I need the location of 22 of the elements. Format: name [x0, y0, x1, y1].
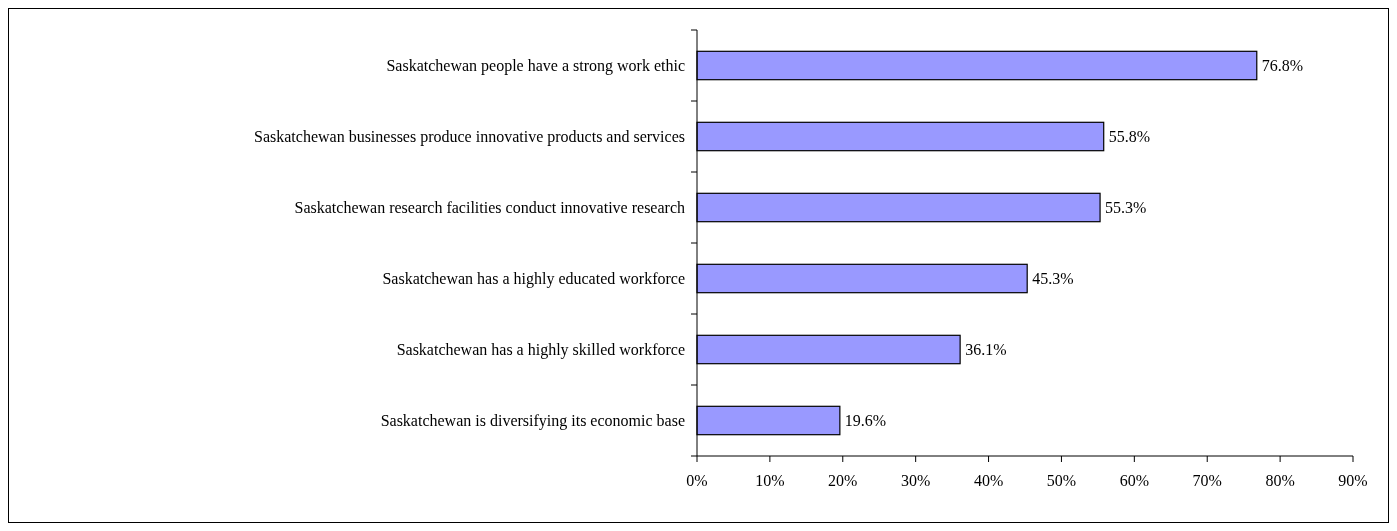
data-label: 55.3%	[1105, 199, 1147, 217]
data-label: 19.6%	[844, 412, 887, 430]
y-tick-label: Saskatchewan is diversifying its economic base	[380, 412, 685, 431]
x-tick-label: 30%	[901, 472, 931, 489]
x-tick-label: 90%	[1338, 472, 1368, 489]
x-tick-label: 50%	[1046, 472, 1077, 489]
y-tick-label: Saskatchewan research facilities conduct innovative research	[294, 199, 685, 217]
x-tick-label: 20%	[828, 472, 858, 489]
x-tick-label: 10%	[755, 472, 785, 489]
data-label: 76.8%	[1261, 57, 1304, 75]
data-label: 36.1%	[965, 341, 1007, 359]
x-tick-label: 60%	[1119, 472, 1149, 489]
x-tick-label: 70%	[1192, 472, 1222, 489]
data-label: 55.8%	[1108, 128, 1151, 146]
x-tick-label: 40%	[973, 472, 1004, 489]
y-tick-label: Saskatchewan has a highly skilled workforce	[396, 341, 685, 360]
y-tick-label: Saskatchewan people have a strong work ethic	[386, 57, 685, 76]
x-tick-label: 0%	[686, 472, 708, 489]
x-tick-label: 80%	[1265, 472, 1295, 489]
data-label: 45.3%	[1032, 270, 1074, 288]
y-tick-label: Saskatchewan has a highly educated workforce	[382, 270, 685, 289]
y-tick-label: Saskatchewan businesses produce innovative products and services	[254, 128, 685, 147]
